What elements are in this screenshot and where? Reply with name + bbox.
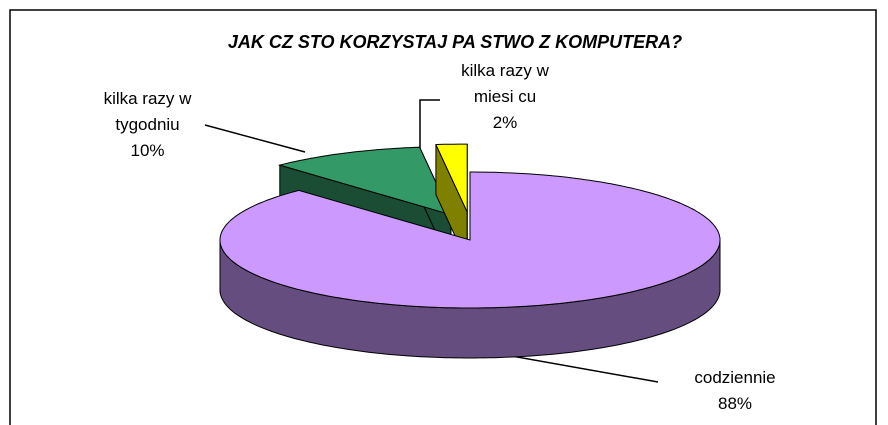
leader-line (204, 124, 306, 153)
chart-border (9, 9, 877, 425)
slice-label: codziennie (694, 368, 776, 387)
chart-title: JAK CZ STO KORZYSTAJ PA STWO Z KOMPUTERA… (227, 32, 683, 52)
slice (219, 171, 721, 309)
slice-value: 88% (717, 394, 753, 413)
slice-label: kilka razy w tygodniu (103, 89, 192, 134)
slice (435, 143, 468, 213)
leader-line (419, 99, 440, 150)
slice (277, 146, 452, 216)
slice-value: 10% (130, 141, 165, 160)
slice-label: kilka razy w miesi cu (461, 61, 549, 106)
slice-value: 2% (492, 113, 518, 132)
